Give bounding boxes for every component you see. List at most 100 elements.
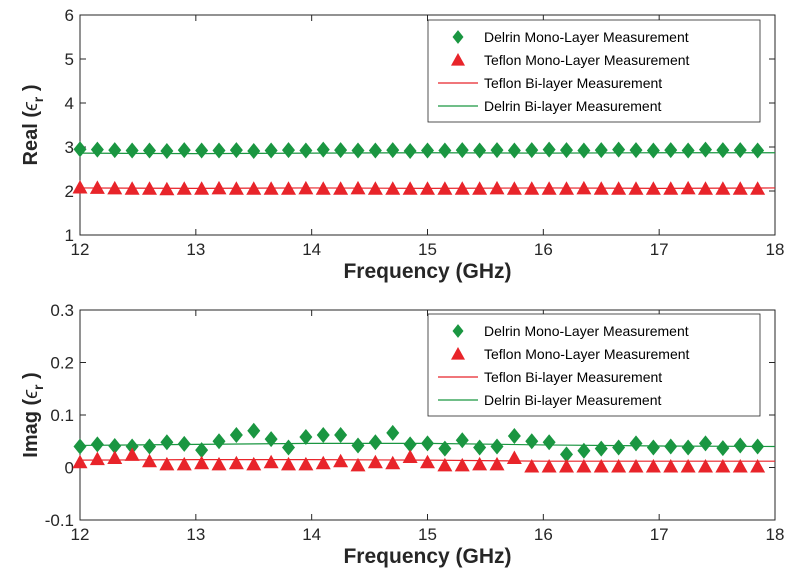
diamond-marker xyxy=(646,439,660,456)
triangle-marker xyxy=(437,457,453,472)
diamond-marker xyxy=(90,436,104,453)
triangle-marker xyxy=(211,456,227,471)
series-line xyxy=(79,442,776,448)
legend-label: Teflon Bi-layer Measurement xyxy=(484,369,662,385)
triangle-marker xyxy=(680,180,696,195)
x-tick-label: 14 xyxy=(302,240,321,259)
diamond-marker xyxy=(368,434,382,451)
x-tick-label: 13 xyxy=(186,525,205,544)
series-line-3 xyxy=(79,152,775,155)
diamond-marker xyxy=(473,439,487,456)
diamond-marker xyxy=(612,141,626,158)
diamond-marker xyxy=(282,142,295,159)
diamond-marker xyxy=(612,439,626,456)
triangle-marker xyxy=(506,450,522,465)
triangle-marker xyxy=(628,458,644,473)
diamond-marker xyxy=(438,142,452,159)
diamond-marker xyxy=(699,141,712,158)
x-tick-label: 14 xyxy=(302,525,321,544)
diamond-marker xyxy=(108,437,122,454)
triangle-marker xyxy=(228,455,244,470)
legend-marker xyxy=(451,53,465,66)
x-tick-label: 12 xyxy=(71,240,90,259)
diamond-marker xyxy=(334,142,348,159)
y-tick-label: 5 xyxy=(65,50,74,69)
legend-label: Teflon Mono-Layer Measurement xyxy=(484,52,690,68)
series-markers-0 xyxy=(73,141,765,159)
diamond-marker xyxy=(525,433,539,450)
diamond-marker xyxy=(299,142,313,159)
diamond-marker xyxy=(177,435,191,452)
x-tick-label: 15 xyxy=(418,525,437,544)
triangle-marker xyxy=(593,458,609,473)
triangle-marker xyxy=(611,458,627,473)
triangle-marker xyxy=(107,450,123,465)
triangle-marker xyxy=(385,455,401,470)
triangle-marker xyxy=(715,458,731,473)
triangle-marker xyxy=(72,179,88,194)
diamond-marker xyxy=(403,142,417,159)
diamond-marker xyxy=(438,440,452,457)
y-label-symbol: ϵ xyxy=(20,389,42,399)
y-label-symbol: ϵ xyxy=(20,101,42,111)
triangle-marker xyxy=(315,455,331,470)
diamond-marker xyxy=(751,142,765,159)
triangle-marker xyxy=(472,456,488,471)
y-tick-label: 2 xyxy=(65,182,74,201)
triangle-marker xyxy=(350,457,366,472)
triangle-marker xyxy=(298,456,314,471)
diamond-marker xyxy=(229,142,243,159)
diamond-marker xyxy=(646,142,660,159)
diamond-marker xyxy=(386,142,400,159)
triangle-marker xyxy=(124,447,140,461)
triangle-marker xyxy=(454,457,470,472)
diamond-marker xyxy=(507,428,521,444)
triangle-marker xyxy=(333,453,349,468)
y-label-prefix: Imag ( xyxy=(20,398,42,457)
legend: Delrin Mono-Layer Measurement Teflon Mono… xyxy=(427,313,761,417)
legend-label: Teflon Mono-Layer Measurement xyxy=(484,346,690,362)
triangle-marker xyxy=(281,456,296,471)
diamond-marker xyxy=(351,142,365,159)
y-tick-label: 0.3 xyxy=(50,301,74,320)
diamond-marker xyxy=(525,142,539,159)
y-tick-label: 3 xyxy=(65,138,74,157)
diamond-marker xyxy=(577,142,591,159)
series-markers-1 xyxy=(72,179,766,196)
diamond-marker xyxy=(212,433,226,450)
diamond-marker xyxy=(386,424,400,441)
diamond-marker xyxy=(560,142,573,159)
diamond-marker xyxy=(421,142,434,159)
diamond-marker xyxy=(629,142,643,159)
triangle-marker xyxy=(89,451,105,466)
y-tick-label: -0.1 xyxy=(45,511,74,530)
y-axis-label: Imag (ϵr ) xyxy=(20,372,46,457)
diamond-marker xyxy=(73,438,87,455)
triangle-marker xyxy=(246,456,262,471)
diamond-marker xyxy=(542,434,556,451)
x-tick-label: 16 xyxy=(534,525,553,544)
legend-box xyxy=(427,19,761,123)
diamond-marker xyxy=(160,434,174,451)
triangle-marker xyxy=(142,453,157,468)
imag-permittivity-chart: 12 13 14 15 16 17 18 -0.1 0 0.1 0.2 0.3 Delrin Mono-… xyxy=(20,301,784,568)
y-tick-label: 0.2 xyxy=(50,354,74,373)
diamond-marker xyxy=(108,142,122,159)
triangle-marker xyxy=(89,180,105,194)
x-tick-label: 12 xyxy=(71,525,90,544)
x-tick-label: 18 xyxy=(766,240,785,259)
legend-label: Delrin Bi-layer Measurement xyxy=(484,392,662,408)
x-axis-label: Frequency (GHz) xyxy=(343,260,511,283)
diamond-marker xyxy=(247,142,261,159)
triangle-marker xyxy=(194,455,210,470)
triangle-marker xyxy=(524,458,540,473)
diamond-marker xyxy=(681,439,695,456)
legend-label: Teflon Bi-layer Measurement xyxy=(484,75,662,91)
diamond-marker xyxy=(160,142,174,159)
diamond-marker xyxy=(125,142,139,159)
diamond-marker xyxy=(403,436,417,453)
triangle-marker xyxy=(559,458,574,473)
diamond-marker xyxy=(455,142,469,159)
